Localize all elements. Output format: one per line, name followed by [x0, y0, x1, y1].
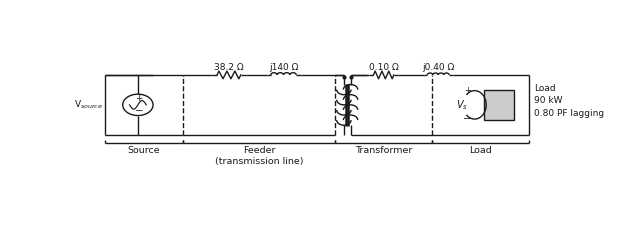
Text: j140 Ω: j140 Ω	[269, 62, 298, 72]
Text: Transformer: Transformer	[355, 146, 412, 155]
Text: 38.2 Ω: 38.2 Ω	[214, 62, 244, 72]
Text: −: −	[464, 114, 471, 124]
Text: j0.40 Ω: j0.40 Ω	[422, 62, 455, 72]
Text: 0.10 Ω: 0.10 Ω	[369, 62, 399, 72]
Text: +: +	[135, 94, 143, 103]
Text: Load
90 kW
0.80 PF lagging: Load 90 kW 0.80 PF lagging	[534, 84, 604, 118]
Text: V$_{source}$: V$_{source}$	[74, 99, 103, 111]
Text: −: −	[134, 106, 143, 116]
FancyBboxPatch shape	[484, 90, 514, 120]
Text: +: +	[464, 86, 471, 95]
Text: V$_s$: V$_s$	[456, 98, 469, 112]
Text: Source: Source	[128, 146, 160, 155]
Text: Load: Load	[469, 146, 492, 155]
Text: Feeder
(transmission line): Feeder (transmission line)	[215, 146, 304, 166]
